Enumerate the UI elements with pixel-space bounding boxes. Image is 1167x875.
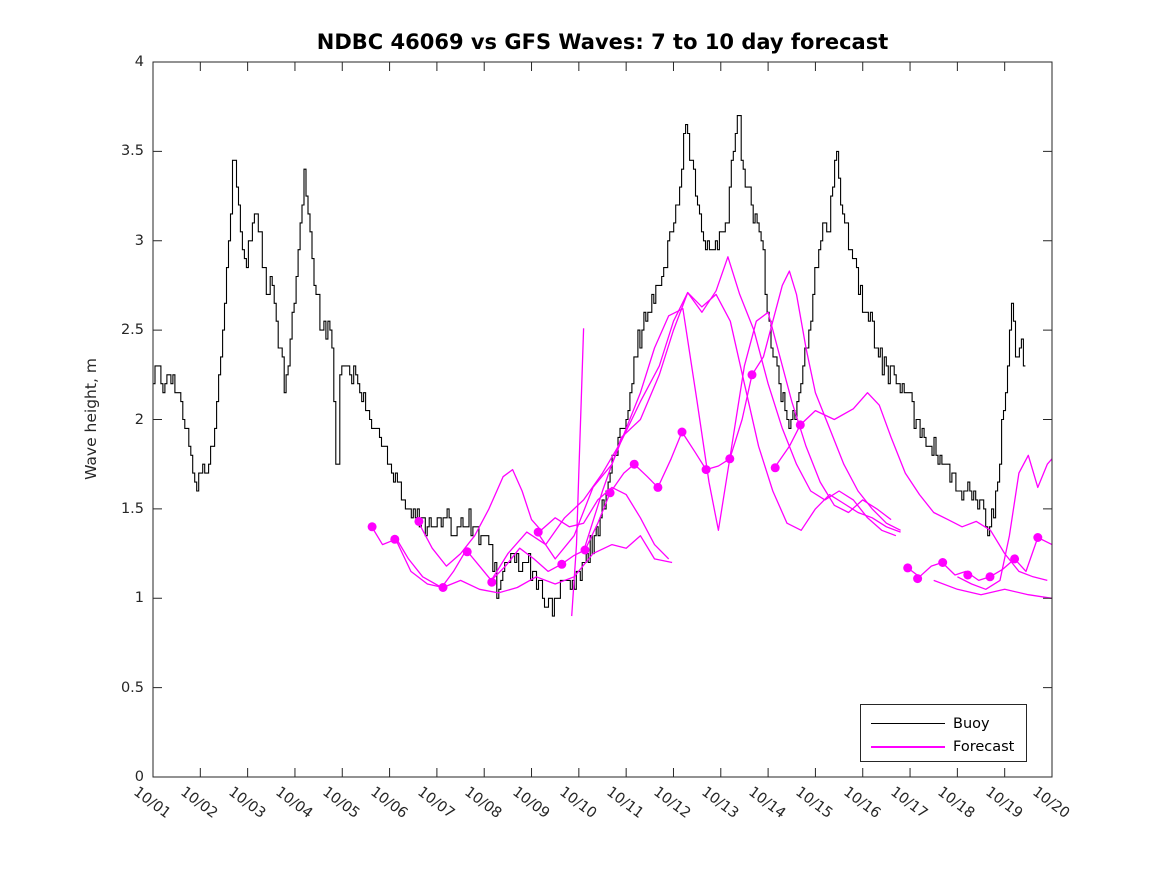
y-tick-label: 1.5 [120, 500, 144, 517]
forecast-marker [438, 583, 448, 592]
forecast-line-6 [536, 308, 892, 560]
forecast-marker [963, 570, 973, 580]
forecast-marker [701, 465, 711, 475]
forecast-line-10 [775, 392, 1048, 582]
forecast-marker [605, 488, 615, 498]
legend-item-label: Forecast [953, 739, 1015, 755]
forecast-line-5 [490, 291, 901, 581]
forecast-line-2 [417, 468, 670, 567]
forecast-marker [747, 370, 757, 380]
y-tick-label: 2.5 [120, 322, 144, 339]
y-tick-label: 0 [134, 769, 144, 785]
forecast-line-13 [933, 579, 1052, 599]
forecast-marker [414, 516, 424, 526]
y-tick-label: 0.5 [120, 679, 144, 696]
chart-title: NDBC 46069 vs GFS Waves: 7 to 10 day for… [316, 30, 889, 54]
forecast-marker [1033, 533, 1043, 542]
forecast-marker [938, 558, 948, 567]
forecast-line-7 [583, 256, 897, 549]
y-tick-label: 4 [134, 54, 144, 70]
forecast-marker [367, 522, 377, 532]
legend-item: Buoy [861, 712, 1026, 736]
legend-item-label: Buoy [953, 716, 990, 732]
forecast-marker [677, 427, 687, 437]
forecast-marker [770, 463, 780, 473]
y-tick-label: 2 [134, 411, 144, 428]
forecast-marker [725, 454, 735, 464]
buoy-series-line [153, 115, 1026, 617]
y-tick-label: 3.5 [120, 143, 144, 160]
forecast-line-4 [584, 374, 753, 551]
plot-area [153, 115, 1052, 617]
forecast-marker [903, 563, 913, 573]
y-tick-label: 3 [134, 232, 144, 249]
forecast-line-12 [957, 454, 1052, 590]
forecast-marker [1010, 554, 1020, 564]
forecast-line-8 [571, 328, 585, 617]
forecast-marker [795, 420, 805, 430]
forecast-line-sample [871, 746, 945, 748]
forecast-marker [487, 577, 497, 587]
forecast-marker [390, 534, 400, 544]
forecast-marker [629, 459, 639, 469]
forecast-marker [462, 547, 472, 557]
forecast-line-11 [907, 536, 1052, 582]
forecast-line-1 [370, 524, 673, 594]
forecast-marker [985, 572, 995, 582]
y-tick-label: 1 [134, 590, 144, 607]
forecast-marker [557, 559, 567, 569]
buoy-line-sample [871, 723, 945, 725]
legend-item: Forecast [861, 735, 1026, 759]
axes-box [152, 61, 1053, 778]
forecast-marker [913, 574, 923, 584]
forecast-marker [653, 482, 663, 492]
forecast-line-9 [751, 270, 901, 531]
forecast-marker [533, 527, 543, 537]
legend: Buoy Forecast [860, 704, 1027, 762]
forecast-marker [580, 545, 590, 555]
